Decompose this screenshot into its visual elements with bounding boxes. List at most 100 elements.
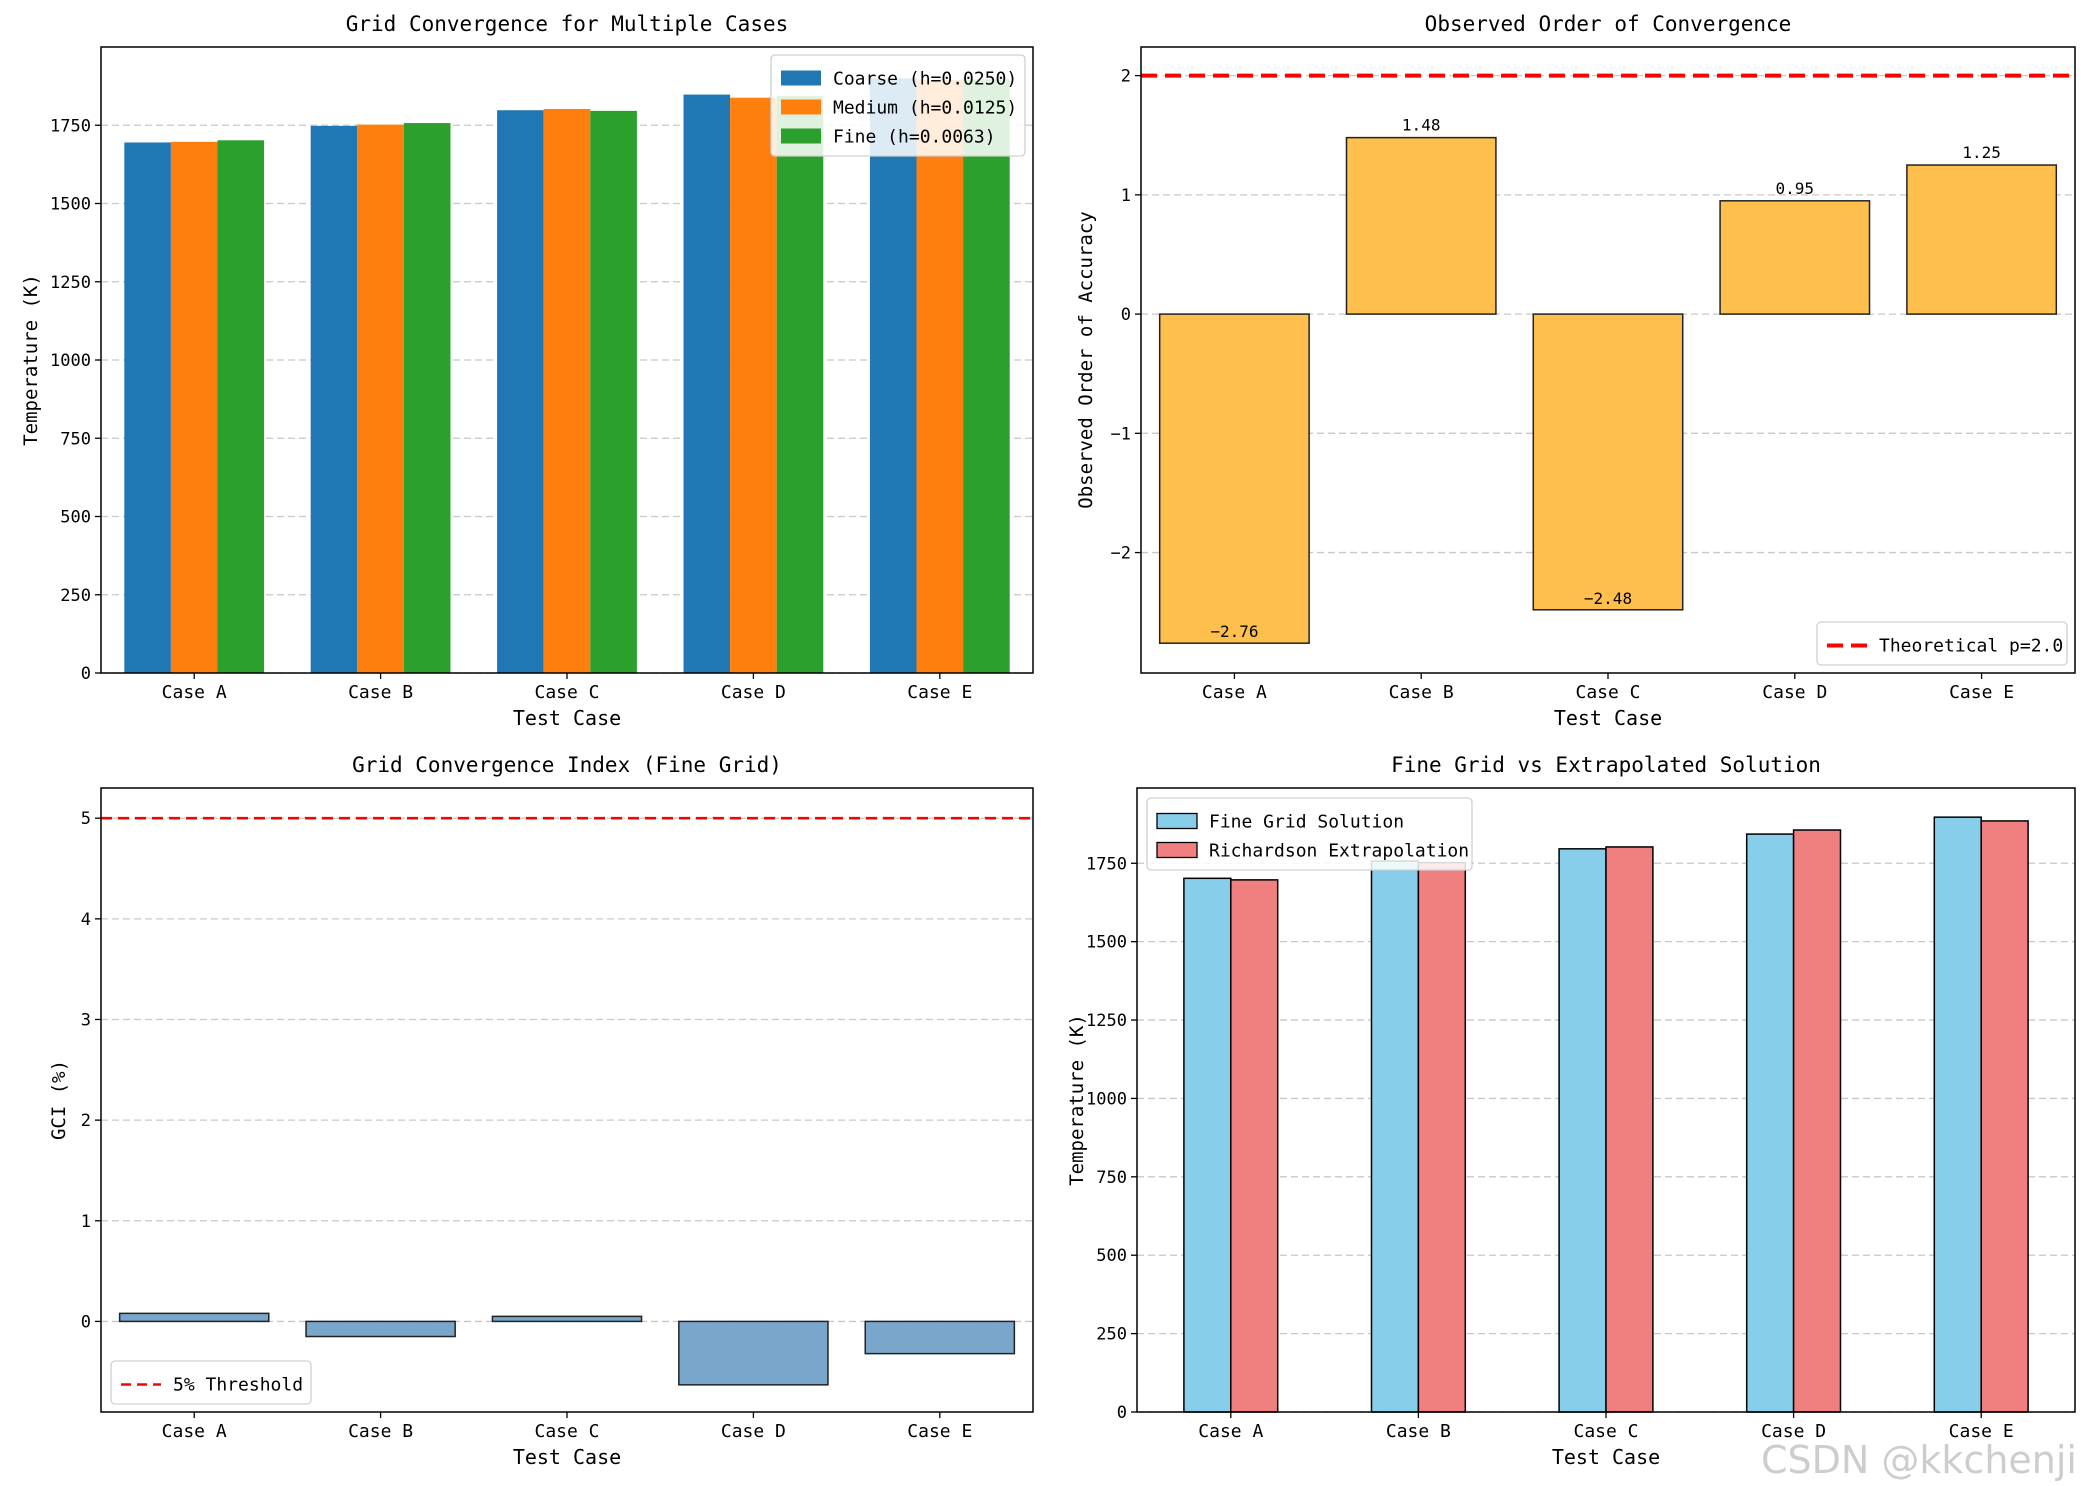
legend-box (770, 54, 1026, 157)
bar (590, 110, 637, 674)
bar (497, 110, 544, 673)
y-tick-label: 0 (1117, 1403, 1127, 1423)
bar (1933, 816, 1982, 1413)
legend-label: 5% Threshold (173, 1375, 303, 1396)
bar (310, 125, 358, 674)
legend-swatch (1156, 812, 1198, 830)
legend-label: Coarse (h=0.0250) (833, 69, 1017, 90)
legend-label: Fine Grid Solution (1209, 812, 1404, 833)
value-label: 0.95 (1776, 179, 1815, 198)
bar (963, 79, 1010, 673)
bar (678, 1320, 829, 1386)
bar (916, 79, 964, 674)
chart-2: −2 −1 0 1 2 −2.76 1.48 −2.48 0.95 1.25 Case A Case … (1075, 12, 2076, 730)
x-tick-label: Case A (162, 1421, 227, 1442)
bar (1980, 820, 2029, 1413)
bar (1745, 833, 1795, 1413)
chart-title: Grid Convergence for Multiple Cases (346, 12, 789, 36)
y-tick-label: 750 (60, 429, 91, 449)
bar (357, 124, 404, 673)
y-tick-label: 1250 (1086, 1011, 1127, 1031)
x-tick-label: Case C (534, 1421, 599, 1442)
y-tick-label: 750 (1096, 1168, 1127, 1188)
y-tick-label: 0 (81, 1312, 91, 1332)
bar (776, 96, 824, 674)
y-tick-label: −1 (1111, 424, 1131, 444)
chart-title: Fine Grid vs Extrapolated Solution (1391, 753, 1821, 777)
bar (864, 1320, 1016, 1355)
y-tick-label: 0 (81, 664, 91, 684)
legend-label: Richardson Extrapolation (1209, 841, 1469, 862)
bar (1605, 846, 1654, 1413)
chart-title: Observed Order of Convergence (1425, 12, 1792, 36)
x-tick-label: Case A (1202, 682, 1267, 703)
watermark: CSDN @kkchenji (1761, 1438, 2077, 1482)
bar (1370, 860, 1420, 1413)
x-tick-label: Case D (721, 1421, 786, 1442)
bar (217, 140, 265, 674)
bar (118, 1312, 270, 1323)
bar (1719, 200, 1871, 315)
y-tick-label: 1250 (50, 273, 91, 293)
legend-swatch (781, 70, 821, 86)
bar (1532, 313, 1684, 611)
y-axis-label: Temperature (K) (20, 274, 42, 446)
legend-box (1816, 621, 2068, 666)
y-axis-label: GCI (%) (48, 1060, 70, 1140)
x-tick-label: Case B (1389, 682, 1454, 703)
bar (305, 1320, 456, 1338)
bar (543, 108, 591, 673)
legend: 5% Threshold (110, 1360, 312, 1405)
y-tick-label: 5 (81, 809, 91, 829)
bar (170, 141, 218, 674)
x-tick-label: Case C (534, 682, 599, 703)
x-tick-label: Case D (1761, 1421, 1826, 1442)
bar (1792, 829, 1842, 1413)
y-tick-label: 500 (1096, 1246, 1127, 1266)
bar (1417, 861, 1467, 1413)
y-tick-label: 1 (1121, 186, 1131, 206)
y-tick-label: −2 (1111, 544, 1131, 564)
x-axis-label: Test Case (1552, 1445, 1660, 1469)
y-tick-label: 1500 (1086, 933, 1127, 953)
y-tick-label: 250 (60, 586, 91, 606)
y-tick-label: 1750 (1086, 854, 1127, 874)
bar (1906, 164, 2058, 315)
y-tick-label: 2 (81, 1111, 91, 1131)
y-tick-label: 1500 (50, 195, 91, 215)
bar (1183, 877, 1232, 1413)
value-label: −2.76 (1210, 622, 1258, 641)
chart-3: 0 1 2 3 4 5 Case A Case B Case C Case D Case E Grid… (48, 753, 1034, 1469)
bar (1345, 136, 1497, 315)
y-tick-label: 3 (81, 1010, 91, 1030)
x-tick-label: Case A (162, 682, 227, 703)
x-axis-label: Test Case (513, 1445, 621, 1469)
bar (403, 123, 451, 673)
legend-box (1146, 797, 1473, 871)
legend-swatch (781, 128, 821, 144)
x-tick-label: Case D (721, 682, 786, 703)
y-tick-label: 250 (1096, 1325, 1127, 1345)
x-tick-label: Case B (348, 1421, 413, 1442)
legend-box (110, 1360, 312, 1405)
y-axis-label: Observed Order of Accuracy (1075, 211, 1097, 508)
x-tick-label: Case E (1949, 682, 2014, 703)
legend-label: Fine (h=0.0063) (833, 127, 996, 148)
y-tick-label: 1750 (50, 116, 91, 136)
x-tick-label: Case A (1198, 1421, 1263, 1442)
bar (491, 1315, 643, 1323)
legend: Coarse (h=0.0250) Medium (h=0.0125) Fine (… (770, 54, 1026, 157)
x-tick-label: Case C (1573, 1421, 1638, 1442)
legend-swatch (781, 99, 821, 115)
value-label: −2.48 (1584, 589, 1632, 608)
x-tick-label: Case E (907, 1421, 972, 1442)
x-tick-label: Case B (348, 682, 413, 703)
bar (683, 94, 731, 674)
y-tick-label: 500 (60, 508, 91, 528)
value-label: 1.25 (1962, 143, 2001, 162)
bar (730, 97, 777, 674)
bar (1230, 879, 1279, 1413)
x-tick-label: Case B (1386, 1421, 1451, 1442)
y-tick-label: 0 (1121, 305, 1131, 325)
value-label: 1.48 (1402, 116, 1441, 135)
